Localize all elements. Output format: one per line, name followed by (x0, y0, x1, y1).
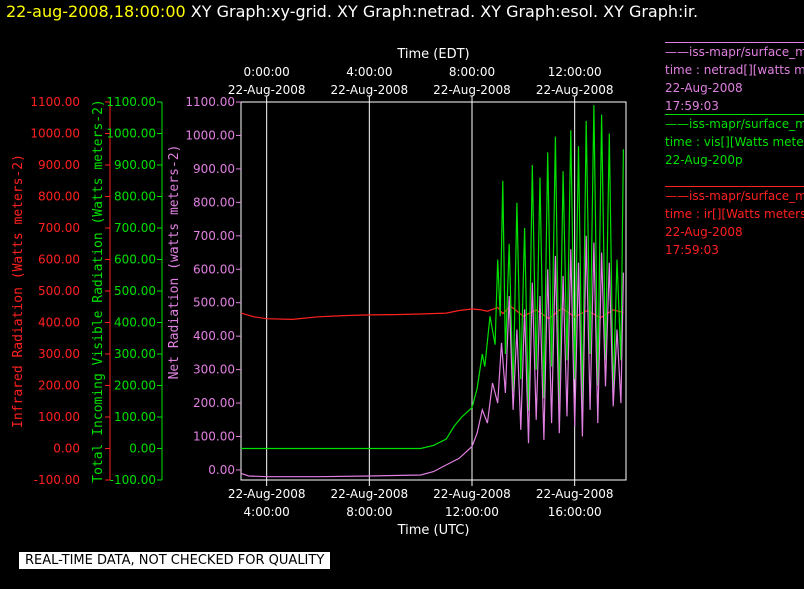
legend-text: ——iss-mapr/surface_m (665, 45, 804, 59)
x-tick-label-top-time: 4:00:00 (346, 65, 392, 79)
net-y-axis-title: Net Radiation (watts meters-2) (167, 145, 182, 380)
net-y-tick-label: 1000.00 (185, 128, 235, 142)
net-y-tick-label: 300.00 (193, 363, 235, 377)
ir-y-tick-label: 100.00 (38, 410, 80, 424)
x-tick-label-bottom-date: 22-Aug-2008 (536, 487, 614, 501)
header: 22-aug-2008,18:00:00 XY Graph:xy-grid. X… (6, 2, 698, 21)
legend-text: ——iss-mapr/surface_m (665, 117, 804, 131)
net-y-tick-label: 200.00 (193, 396, 235, 410)
x-tick-label-top-time: 0:00:00 (244, 65, 290, 79)
ir-y-tick-label: 1000.00 (30, 127, 80, 141)
series-line-vis (241, 105, 624, 450)
net-y-tick-label: 600.00 (193, 262, 235, 276)
x-tick-label-top-time: 12:00:00 (548, 65, 602, 79)
vis-y-tick-label: -100.00 (110, 473, 156, 487)
vis-y-tick-label: 100.00 (114, 410, 156, 424)
ir-y-tick-label: 1100.00 (30, 95, 80, 109)
header-timestamp: 22-aug-2008,18:00:00 (6, 2, 186, 21)
x-tick-label-bottom-date: 22-Aug-2008 (433, 487, 511, 501)
ir-y-tick-label: 500.00 (38, 284, 80, 298)
ir-y-tick-label: 400.00 (38, 316, 80, 330)
x-tick-label-bottom-time: 12:00:00 (445, 505, 499, 519)
x-tick-label-top-date: 22-Aug-2008 (331, 83, 409, 97)
vis-y-tick-label: 500.00 (114, 284, 156, 298)
vis-y-tick-label: 0.00 (129, 442, 156, 456)
legend-text: 17:59:03 (665, 243, 719, 257)
vis-y-tick-label: 300.00 (114, 347, 156, 361)
legend-text: 22-Aug-200p (665, 153, 743, 167)
ir-y-tick-label: 900.00 (38, 158, 80, 172)
ir-y-tick-label: 700.00 (38, 221, 80, 235)
x-tick-label-top-time: 8:00:00 (449, 65, 495, 79)
vis-y-tick-label: 200.00 (114, 379, 156, 393)
legend-text: time : netrad[][watts m (665, 63, 804, 77)
net-y-tick-label: 100.00 (193, 430, 235, 444)
x-axis-label-bottom: Time (UTC) (397, 523, 470, 538)
x-tick-label-bottom-date: 22-Aug-2008 (331, 487, 409, 501)
vis-y-tick-label: 400.00 (114, 316, 156, 330)
plot-frame (240, 101, 627, 481)
net-y-tick-label: 800.00 (193, 195, 235, 209)
x-tick-label-bottom-time: 4:00:00 (244, 505, 290, 519)
vis-y-tick-label: 1100.00 (106, 95, 156, 109)
legend-text: time : vis[][Watts mete (665, 135, 804, 149)
vis-y-tick-label: 700.00 (114, 221, 156, 235)
vis-y-tick-label: 900.00 (114, 158, 156, 172)
legend-separator (665, 42, 804, 43)
x-axis-label-top: Time (EDT) (396, 47, 469, 62)
vis-y-tick-label: 800.00 (114, 190, 156, 204)
x-tick-label-bottom-date: 22-Aug-2008 (228, 487, 306, 501)
ir-y-tick-label: 300.00 (38, 347, 80, 361)
x-tick-label-top-date: 22-Aug-2008 (536, 83, 614, 97)
legend-text: 22-Aug-2008 (665, 81, 743, 95)
legend-text: ——iss-mapr/surface_m (665, 189, 804, 203)
net-y-tick-label: 500.00 (193, 296, 235, 310)
vis-y-tick-label: 1000.00 (106, 127, 156, 141)
header-graph-titles: XY Graph:xy-grid. XY Graph:netrad. XY Gr… (190, 2, 699, 21)
legend-text: 17:59:03 (665, 99, 719, 113)
vis-y-tick-label: 600.00 (114, 253, 156, 267)
vis-y-axis-title: Total Incoming Visible Radiation (Watts … (91, 99, 106, 483)
ir-y-tick-label: -100.00 (34, 473, 80, 487)
net-y-tick-label: 1100.00 (185, 95, 235, 109)
ir-y-tick-label: 0.00 (53, 442, 80, 456)
net-y-tick-label: 0.00 (208, 463, 235, 477)
series-line-net (240, 235, 624, 478)
legend-separator (665, 186, 804, 187)
x-tick-label-bottom-time: 8:00:00 (346, 505, 392, 519)
ir-y-axis-title: Infrared Radiation (Watts meters-2) (11, 154, 26, 428)
ir-y-tick-label: 800.00 (38, 190, 80, 204)
x-tick-label-top-date: 22-Aug-2008 (228, 83, 306, 97)
legend-text: 22-Aug-2008 (665, 225, 743, 239)
quality-disclaimer: REAL-TIME DATA, NOT CHECKED FOR QUALITY (19, 552, 331, 569)
ir-y-tick-label: 600.00 (38, 253, 80, 267)
legend-text: time : ir[][Watts meters (665, 207, 804, 221)
x-tick-label-top-date: 22-Aug-2008 (433, 83, 511, 97)
x-tick-label-bottom-time: 16:00:00 (548, 505, 602, 519)
legend-separator (665, 114, 804, 115)
net-y-tick-label: 400.00 (193, 329, 235, 343)
net-y-tick-label: 700.00 (193, 229, 235, 243)
net-y-tick-label: 900.00 (193, 162, 235, 176)
ir-y-tick-label: 200.00 (38, 379, 80, 393)
